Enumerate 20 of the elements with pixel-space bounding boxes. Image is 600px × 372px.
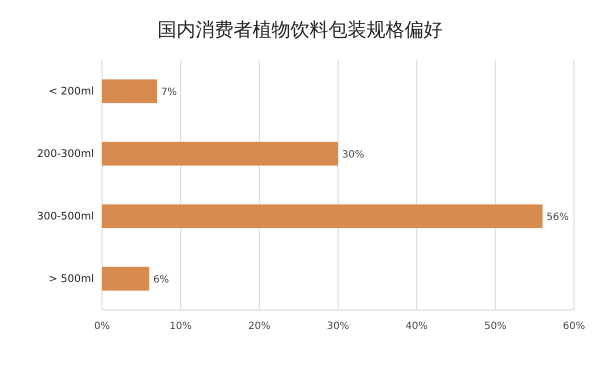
chart-title: 国内消费者植物饮料包装规格偏好	[158, 19, 442, 41]
x-tick-label: 50%	[484, 321, 506, 332]
x-tick-label: 10%	[170, 321, 192, 332]
y-tick-label: 300-500ml	[36, 210, 94, 223]
data-label: 56%	[546, 212, 569, 223]
y-tick-label: > 500ml	[48, 273, 94, 286]
x-tick-label: 30%	[326, 321, 350, 332]
bar	[102, 142, 338, 166]
x-tick-label: 20%	[248, 321, 270, 332]
y-tick-label: 200-300ml	[36, 148, 94, 160]
bar	[102, 204, 543, 228]
y-tick-label: < 200ml	[48, 86, 94, 98]
data-label: 7%	[161, 86, 177, 98]
x-tick-label: 0%	[94, 321, 110, 332]
x-tick-label: 60%	[562, 321, 586, 332]
data-label: 6%	[153, 274, 170, 286]
x-tick-label: 40%	[406, 321, 428, 332]
bar	[102, 266, 150, 291]
bar	[102, 79, 158, 104]
data-label: 30%	[342, 149, 364, 160]
